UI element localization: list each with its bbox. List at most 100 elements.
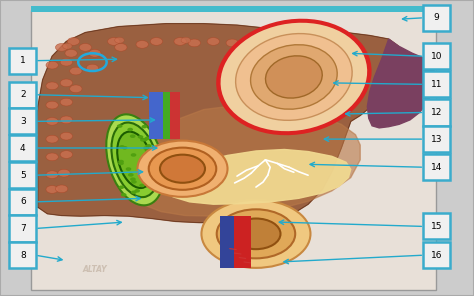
Ellipse shape bbox=[106, 114, 164, 205]
Circle shape bbox=[131, 190, 137, 194]
Circle shape bbox=[60, 79, 73, 87]
Ellipse shape bbox=[111, 123, 159, 197]
Circle shape bbox=[131, 153, 137, 157]
FancyBboxPatch shape bbox=[423, 154, 450, 180]
Circle shape bbox=[150, 130, 156, 134]
FancyBboxPatch shape bbox=[170, 92, 180, 139]
Circle shape bbox=[46, 171, 58, 178]
Text: 12: 12 bbox=[431, 108, 442, 117]
Circle shape bbox=[46, 101, 58, 109]
Circle shape bbox=[118, 162, 124, 165]
Circle shape bbox=[89, 49, 101, 57]
Circle shape bbox=[226, 39, 238, 47]
Circle shape bbox=[46, 61, 58, 69]
Circle shape bbox=[181, 37, 191, 43]
FancyBboxPatch shape bbox=[9, 108, 36, 134]
FancyBboxPatch shape bbox=[9, 189, 36, 215]
Circle shape bbox=[130, 134, 136, 138]
Circle shape bbox=[46, 186, 58, 193]
FancyBboxPatch shape bbox=[423, 126, 450, 152]
Text: 6: 6 bbox=[20, 197, 26, 206]
Circle shape bbox=[145, 149, 150, 152]
Circle shape bbox=[126, 167, 131, 171]
Circle shape bbox=[128, 173, 134, 177]
Circle shape bbox=[245, 39, 257, 47]
Text: 11: 11 bbox=[431, 80, 442, 89]
Text: 15: 15 bbox=[431, 222, 442, 231]
Circle shape bbox=[79, 44, 91, 51]
Circle shape bbox=[137, 141, 228, 197]
Circle shape bbox=[139, 184, 145, 187]
Circle shape bbox=[130, 177, 136, 181]
Circle shape bbox=[143, 146, 149, 150]
FancyBboxPatch shape bbox=[31, 6, 436, 12]
Circle shape bbox=[118, 160, 124, 163]
Circle shape bbox=[150, 38, 163, 45]
Circle shape bbox=[140, 138, 146, 142]
FancyBboxPatch shape bbox=[9, 82, 36, 108]
FancyBboxPatch shape bbox=[423, 5, 450, 31]
FancyBboxPatch shape bbox=[423, 242, 450, 268]
Text: 10: 10 bbox=[431, 52, 442, 61]
Circle shape bbox=[55, 185, 68, 193]
Circle shape bbox=[143, 180, 148, 183]
Circle shape bbox=[128, 128, 133, 131]
Ellipse shape bbox=[265, 56, 322, 98]
FancyBboxPatch shape bbox=[31, 10, 436, 290]
Ellipse shape bbox=[251, 45, 337, 109]
Text: 13: 13 bbox=[431, 135, 442, 144]
Text: 3: 3 bbox=[20, 117, 26, 126]
Circle shape bbox=[145, 136, 151, 140]
Text: 1: 1 bbox=[20, 56, 26, 65]
Circle shape bbox=[46, 153, 58, 161]
Circle shape bbox=[55, 44, 68, 51]
Circle shape bbox=[231, 218, 281, 249]
Circle shape bbox=[160, 155, 205, 183]
Ellipse shape bbox=[117, 132, 153, 188]
Circle shape bbox=[207, 38, 219, 45]
Circle shape bbox=[140, 171, 146, 175]
Circle shape bbox=[134, 189, 140, 193]
Text: 5: 5 bbox=[20, 171, 26, 180]
Text: 7: 7 bbox=[20, 224, 26, 233]
Circle shape bbox=[86, 64, 99, 72]
Circle shape bbox=[142, 125, 147, 128]
Circle shape bbox=[121, 193, 127, 197]
FancyBboxPatch shape bbox=[423, 99, 450, 126]
Circle shape bbox=[63, 43, 72, 49]
Circle shape bbox=[46, 82, 58, 90]
Ellipse shape bbox=[219, 21, 369, 133]
Circle shape bbox=[60, 98, 73, 106]
Circle shape bbox=[149, 148, 216, 190]
Circle shape bbox=[60, 132, 73, 140]
FancyBboxPatch shape bbox=[9, 48, 36, 74]
Text: 2: 2 bbox=[20, 90, 26, 99]
FancyBboxPatch shape bbox=[9, 135, 36, 161]
Text: 9: 9 bbox=[434, 13, 439, 22]
FancyBboxPatch shape bbox=[9, 162, 36, 188]
Polygon shape bbox=[137, 107, 360, 216]
Circle shape bbox=[60, 116, 73, 124]
Circle shape bbox=[174, 38, 186, 45]
Circle shape bbox=[60, 58, 73, 66]
Circle shape bbox=[115, 44, 127, 51]
FancyBboxPatch shape bbox=[423, 43, 450, 69]
Circle shape bbox=[46, 135, 58, 143]
Text: 14: 14 bbox=[431, 163, 442, 172]
Polygon shape bbox=[168, 149, 351, 204]
Ellipse shape bbox=[236, 33, 352, 120]
Circle shape bbox=[136, 41, 148, 48]
Circle shape bbox=[142, 168, 148, 172]
Text: ALTAY: ALTAY bbox=[82, 265, 107, 274]
Circle shape bbox=[108, 38, 120, 45]
FancyBboxPatch shape bbox=[9, 215, 36, 242]
Circle shape bbox=[118, 186, 124, 189]
FancyBboxPatch shape bbox=[234, 216, 251, 268]
Circle shape bbox=[146, 144, 152, 148]
Circle shape bbox=[58, 169, 70, 177]
Circle shape bbox=[65, 49, 77, 57]
Circle shape bbox=[70, 85, 82, 93]
Circle shape bbox=[217, 209, 295, 258]
Circle shape bbox=[122, 146, 128, 149]
Text: 4: 4 bbox=[20, 144, 26, 152]
